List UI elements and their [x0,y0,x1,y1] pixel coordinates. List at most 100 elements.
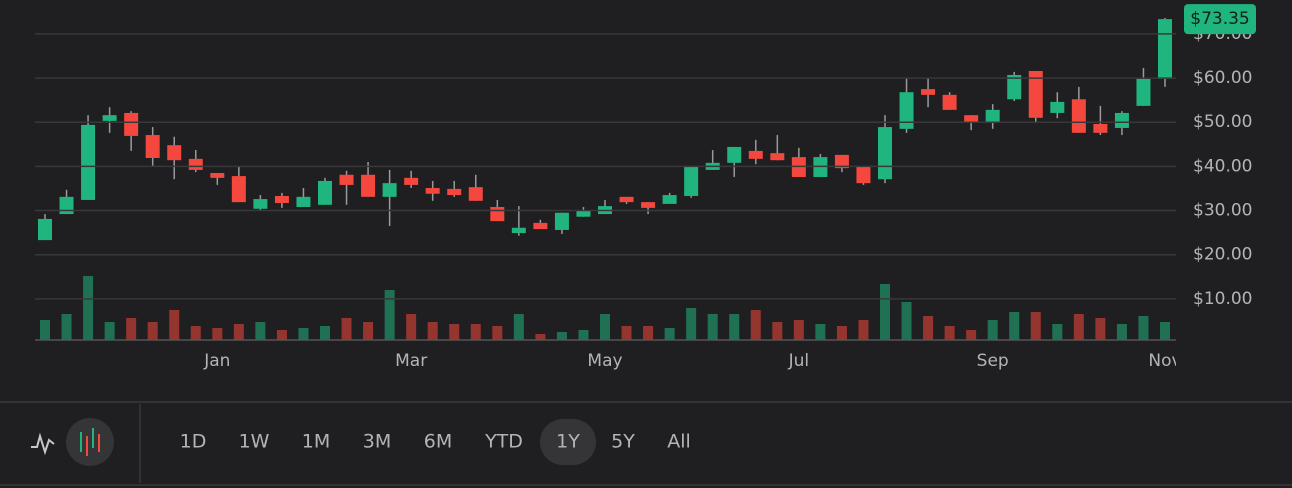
volume-bar [341,318,352,340]
candle-body [641,202,656,208]
candle-body [296,196,311,207]
range-selected-bg [540,419,596,465]
candle-body [1158,19,1172,79]
range-button[interactable]: 1W [239,431,270,453]
candle-body [124,112,139,136]
volume-bar [61,314,72,340]
y-tick-label: $50.00 [1193,112,1252,132]
plot-area: Jan Mar May Jul Sep Nov [38,18,1181,371]
candle-body [231,176,246,203]
volume-bar [966,330,977,340]
candle-body [102,115,117,121]
volume-bar [836,326,847,340]
x-tick-label: Sep [977,351,1009,371]
candle-chart-toggle[interactable] [66,418,114,466]
candle-body [727,146,742,163]
candle-body [59,196,74,215]
y-tick-label: $10.00 [1193,289,1252,309]
candle-body [382,183,397,197]
volume-bar [664,328,675,340]
range-button[interactable]: YTD [484,431,523,453]
volume-bar [901,302,912,340]
candle-body [1093,123,1108,133]
range-button[interactable]: 3M [363,431,391,453]
range-button[interactable]: All [667,431,691,453]
candle-body [748,150,763,159]
x-tick-label: May [587,351,622,371]
volume-bar [707,314,718,340]
volume-bar [556,332,567,340]
volume-bar [600,314,610,340]
volume-bar [233,324,244,340]
candle-body [404,177,419,185]
range-button[interactable]: 1Y [556,431,580,453]
candle-body [1136,78,1151,106]
volume-bar [449,324,460,340]
last-price-label: $73.35 [1190,9,1249,29]
range-button[interactable]: 5Y [611,431,635,453]
volume-bar [126,318,137,340]
volume-bar [578,330,589,340]
candle-body [318,180,332,205]
volume-bar [513,314,524,340]
volume-bar [1095,318,1106,340]
y-tick-label: $40.00 [1193,156,1252,176]
candle-body [361,174,376,197]
range-button[interactable]: 6M [424,431,452,453]
candle-body [188,158,203,170]
candle-body [511,227,526,234]
candle-body [834,154,849,169]
volume-bar [1160,322,1170,340]
line-icon [31,432,55,456]
volume-bar [923,316,934,340]
volume-bar [384,290,395,340]
line-chart-toggle[interactable] [31,432,55,456]
candle-body [878,127,892,180]
volume-bar [944,326,955,340]
candle-body [856,166,871,184]
x-tick-label: Nov [1148,351,1181,371]
volume-bar [858,320,869,340]
candle-body [468,187,483,201]
range-button[interactable]: 1M [302,431,330,453]
candle-body [38,218,52,241]
volume-bar [298,328,309,340]
candle-body [210,173,225,178]
volume-bar [1138,316,1149,340]
candle-body [921,89,936,95]
volume-bar [772,322,783,340]
candle-body [576,210,591,217]
candle-body [145,135,160,158]
candle-body [964,115,979,123]
candle-body [662,195,677,204]
y-tick-label: $60.00 [1193,68,1252,88]
volume-bar [427,322,438,340]
volume-bar [104,322,115,340]
candle-body [554,212,569,230]
x-tick-label: Jul [788,351,810,371]
candle-body [1007,74,1022,100]
candle-body [985,109,1000,123]
toggle-bg [66,418,114,466]
candle-body [447,188,462,196]
candle-body [942,94,957,110]
volume-bar [643,326,654,340]
volume-bar [363,322,374,340]
range-button[interactable]: 1D [180,431,207,453]
candle-body [425,188,440,194]
volume-bar [535,334,546,340]
volume-bar [880,284,890,340]
volume-bar [406,314,417,340]
volume-bar [1009,312,1020,340]
y-tick-label: $30.00 [1193,201,1252,221]
volume-bar [815,324,826,340]
volume-bar [686,308,697,340]
candle-body [619,196,634,203]
candle-body [1071,99,1086,133]
volume-bar [1073,314,1084,340]
volume-bar [750,310,761,340]
volume-bar [190,326,201,340]
candle-body [274,195,289,204]
